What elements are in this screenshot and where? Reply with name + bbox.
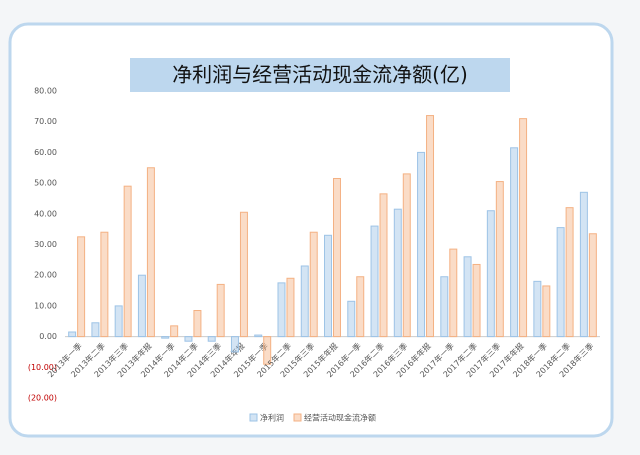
- bar: [379, 193, 388, 338]
- bar: [510, 147, 519, 338]
- bar: [77, 236, 86, 338]
- y-tick-label: 10.00: [34, 301, 57, 310]
- bar: [216, 283, 225, 338]
- bar: [495, 181, 504, 338]
- bar: [137, 274, 146, 338]
- bar: [207, 336, 216, 342]
- bar: [519, 118, 528, 338]
- bar: [565, 207, 574, 338]
- y-tick-label: 70.00: [34, 117, 57, 126]
- y-tick-label: 20.00: [34, 271, 57, 280]
- bar: [356, 276, 365, 338]
- bar: [347, 300, 356, 338]
- y-tick-label: 0.00: [39, 332, 57, 341]
- bar: [309, 231, 318, 338]
- bar: [579, 191, 588, 338]
- y-tick-label: (20.00): [28, 394, 57, 403]
- bar: [146, 167, 155, 338]
- bar: [449, 248, 458, 338]
- bar: [486, 210, 495, 338]
- bar: [277, 282, 286, 338]
- bar: [426, 115, 435, 338]
- bar: [230, 336, 239, 353]
- y-tick-label: (10.00): [28, 363, 57, 372]
- bar: [170, 325, 179, 338]
- bar: [402, 173, 411, 338]
- legend-label: 净利润: [260, 413, 284, 423]
- bar: [542, 285, 551, 338]
- bar: [254, 334, 263, 338]
- bar: [463, 256, 472, 338]
- y-tick-label: 50.00: [34, 179, 57, 188]
- bar: [417, 151, 426, 338]
- bar: [588, 233, 597, 338]
- bar: [239, 211, 248, 338]
- bar: [193, 310, 202, 338]
- bar: [370, 225, 379, 338]
- bar: [68, 331, 77, 338]
- y-tick-label: 80.00: [34, 87, 57, 96]
- legend-swatch: [293, 413, 302, 422]
- bar: [440, 276, 449, 338]
- bar: [114, 305, 123, 338]
- bar: [123, 185, 132, 338]
- chart-title: 净利润与经营活动现金流净额(亿): [172, 63, 468, 87]
- bar: [300, 265, 309, 338]
- bar: [393, 208, 402, 338]
- bar: [324, 234, 332, 338]
- bar: [263, 336, 272, 365]
- bar: [100, 231, 109, 338]
- bar: [556, 227, 565, 338]
- bar: [286, 277, 295, 338]
- bar: [533, 280, 542, 338]
- bar: [91, 322, 100, 338]
- y-tick-label: 40.00: [34, 209, 57, 218]
- legend-label: 经营活动现金流净额: [304, 413, 376, 423]
- bar: [333, 177, 341, 338]
- y-tick-label: 60.00: [34, 148, 57, 157]
- y-tick-label: 30.00: [34, 240, 57, 249]
- title-box: [130, 58, 510, 92]
- bar: [472, 263, 481, 338]
- bar: [161, 336, 170, 339]
- frame: [8, 22, 614, 438]
- bar: [184, 336, 193, 342]
- legend-swatch: [249, 413, 258, 422]
